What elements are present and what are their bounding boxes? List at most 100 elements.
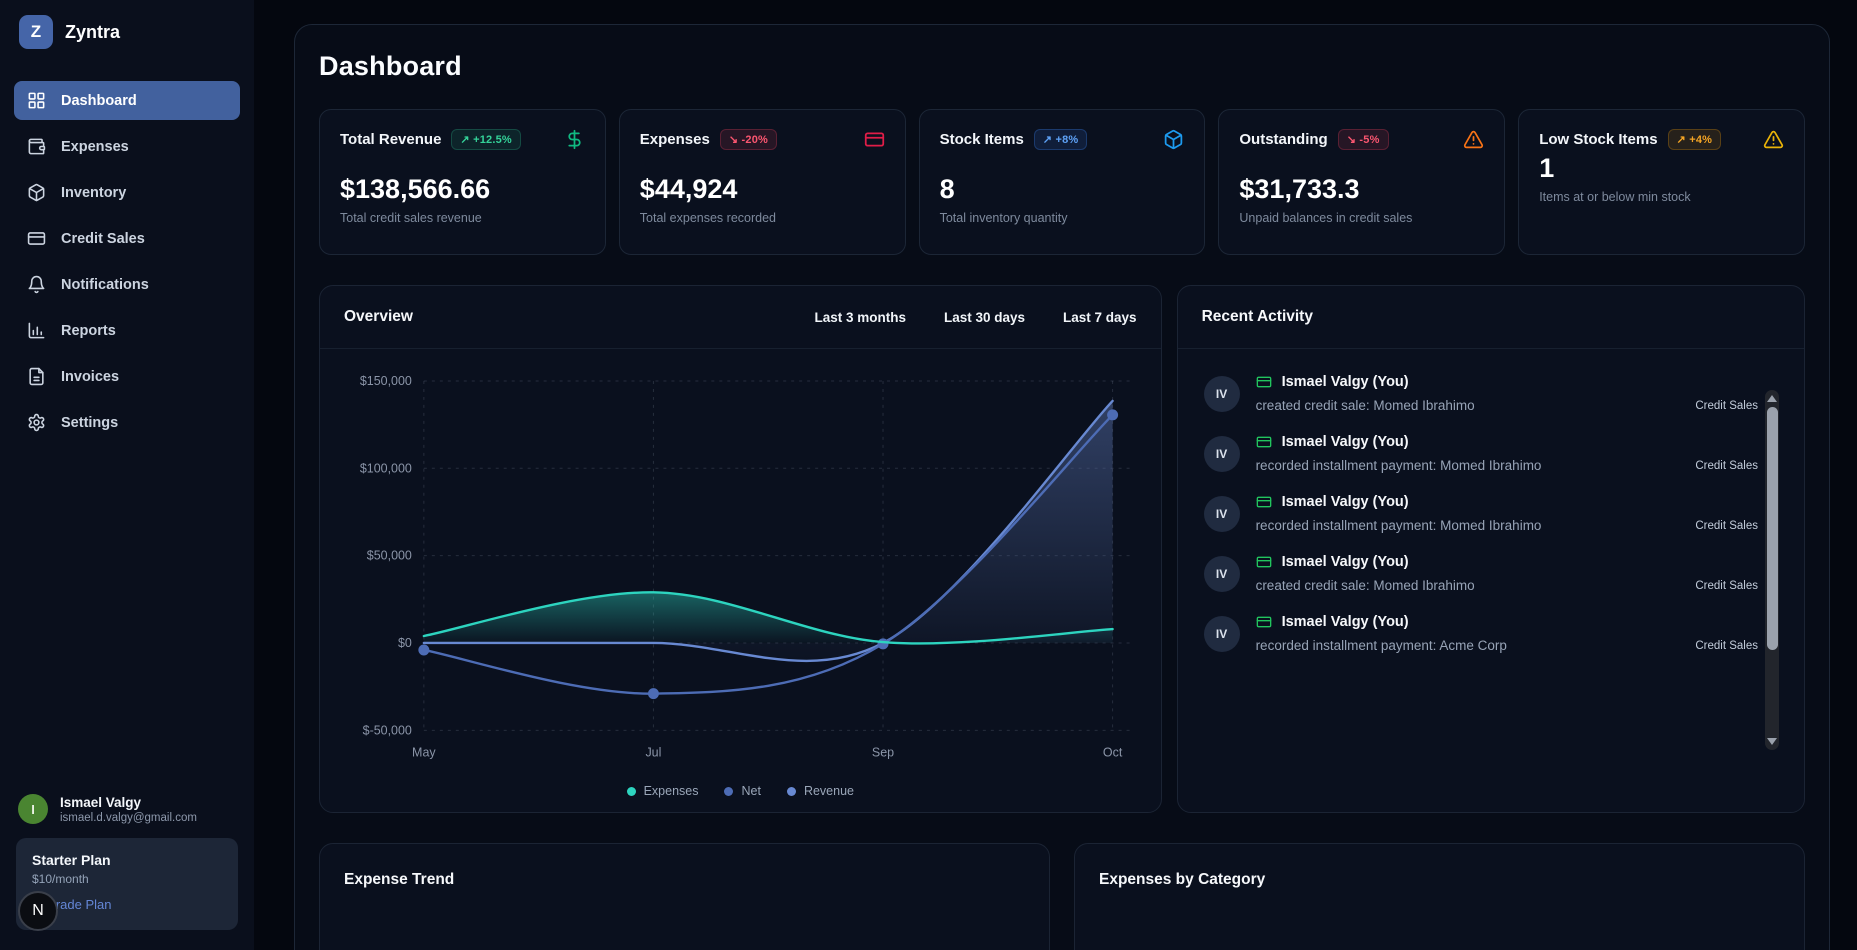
sidebar-item-expenses[interactable]: Expenses [14,127,240,166]
activity-scrollbar[interactable] [1765,390,1779,750]
overview-header: Overview Last 3 months Last 30 days Last 7… [320,286,1161,349]
stat-value: 8 [940,174,1185,205]
svg-text:$0: $0 [398,636,412,650]
range-buttons: Last 3 months Last 30 days Last 7 days [814,310,1136,325]
legend-dot-icon [724,787,733,796]
recent-activity-card: Recent Activity IVIsmael Valgy (You)crea… [1177,285,1805,813]
activity-tag: Credit Sales [1695,520,1758,532]
activity-desc-row: created credit sale: Momed IbrahimoCredi… [1256,578,1758,593]
brand-name: Zyntra [65,22,120,43]
sidebar-item-label: Notifications [61,277,149,293]
svg-text:$-50,000: $-50,000 [363,723,412,737]
stat-value: $31,733.3 [1239,174,1484,205]
plan-name: Starter Plan [32,852,222,868]
stat-subtitle: Total credit sales revenue [340,211,585,225]
activity-avatar: IV [1204,616,1240,652]
sidebar-item-label: Invoices [61,369,119,385]
stat-title: Expenses [640,131,710,148]
activity-item[interactable]: IV Ismael Valgy (You) recorded installment… [1204,425,1758,485]
sidebar-item-dashboard[interactable]: Dashboard [14,81,240,120]
scroll-up-arrow-icon[interactable] [1767,395,1777,402]
svg-text:Sep: Sep [872,745,894,759]
sidebar-item-invoices[interactable]: Invoices [14,357,240,396]
user-name: Ismael Valgy [60,795,197,810]
sidebar-item-reports[interactable]: Reports [14,311,240,350]
overview-chart: $150,000$100,000$50,000$0$-50,000MayJulS… [320,349,1161,774]
credit-card-icon [1256,494,1272,510]
credit-card-icon [1256,374,1272,390]
sidebar-item-credit-sales[interactable]: Credit Sales [14,219,240,258]
wallet-icon [27,137,46,156]
svg-text:$150,000: $150,000 [360,374,412,388]
sidebar-nav: Dashboard Expenses Inventory Credit Sales No… [0,59,254,442]
bar-chart-icon [27,321,46,340]
activity-tag: Credit Sales [1695,640,1758,652]
range-button-last-30-days[interactable]: Last 30 days [944,310,1025,325]
stat-value: 1 [1539,153,1784,184]
credit-card-icon [1256,434,1272,450]
logo: Z [19,15,53,49]
sidebar-item-label: Dashboard [61,93,137,109]
plan-price: $10/month [32,872,222,886]
activity-avatar: IV [1204,376,1240,412]
activity-name-row: Ismael Valgy (You) [1256,494,1758,510]
overview-card: Overview Last 3 months Last 30 days Last 7… [319,285,1162,813]
credit-card-icon [1256,554,1272,570]
stat-card-expenses: Expenses↘ -20%$44,924Total expenses reco… [619,109,906,255]
user-row[interactable]: I Ismael Valgy ismael.d.valgy@gmail.com [16,794,238,824]
svg-text:May: May [412,745,436,759]
legend-item-expenses: Expenses [627,784,699,798]
svg-text:$100,000: $100,000 [360,461,412,475]
package-icon [1163,129,1184,150]
sidebar-item-inventory[interactable]: Inventory [14,173,240,212]
trend-badge: ↗ +4% [1668,129,1722,150]
chart-svg: $150,000$100,000$50,000$0$-50,000MayJulS… [338,363,1143,774]
credit-card-icon [864,129,885,150]
activity-item[interactable]: IVIsmael Valgy (You)recorded installment… [1204,485,1758,545]
activity-desc-row: recorded installment payment: Acme CorpC… [1256,638,1758,653]
sidebar-item-label: Reports [61,323,116,339]
activity-desc-row: recorded installment payment: Momed Ibra… [1256,458,1758,473]
recent-activity-header: Recent Activity [1178,286,1804,349]
avatar: I [18,794,48,824]
activity-tag: Credit Sales [1695,400,1758,412]
activity-item[interactable]: IVIsmael Valgy (You)created credit sale:… [1204,545,1758,605]
activity-actor: Ismael Valgy (You) [1282,434,1409,450]
activity-actor: Ismael Valgy (You) [1282,494,1409,510]
legend-label: Revenue [804,784,854,798]
scrollbar-thumb[interactable] [1767,407,1778,650]
activity-body: Ismael Valgy (You) recorded installment p… [1256,494,1758,533]
bell-icon [27,275,46,294]
trend-badge: ↗ +8% [1034,129,1088,150]
stat-subtitle: Total expenses recorded [640,211,885,225]
stat-card-outstanding: Outstanding↘ -5%$31,733.3Unpaid balances… [1218,109,1505,255]
stats-row: Total Revenue↗ +12.5%$138,566.66Total cr… [319,109,1805,255]
activity-actor: Ismael Valgy (You) [1282,614,1409,630]
activity-body: Ismael Valgy (You) recorded installment p… [1256,614,1758,653]
activity-desc-row: recorded installment payment: Momed Ibra… [1256,518,1758,533]
legend-label: Expenses [644,784,699,798]
sidebar-item-settings[interactable]: Settings [14,403,240,442]
trend-badge: ↗ +12.5% [451,129,521,150]
stat-title: Stock Items [940,131,1024,148]
activity-name-row: Ismael Valgy (You) [1256,614,1758,630]
overview-title: Overview [344,308,413,326]
sidebar-item-notifications[interactable]: Notifications [14,265,240,304]
stat-card-header: Low Stock Items↗ +4% [1539,129,1784,150]
activity-item[interactable]: IVIsmael Valgy (You)created credit sale:… [1204,365,1758,425]
stat-card-header: Expenses↘ -20% [640,129,885,150]
expenses-by-category-card: Expenses by Category [1074,843,1805,950]
range-button-last-7-days[interactable]: Last 7 days [1063,310,1137,325]
scroll-down-arrow-icon[interactable] [1767,738,1777,745]
svg-text:Oct: Oct [1103,745,1123,759]
activity-item[interactable]: IV Ismael Valgy (You) recorded installment… [1204,605,1758,665]
stat-card-stock-items: Stock Items↗ +8%8Total inventory quantit… [919,109,1206,255]
legend-dot-icon [627,787,636,796]
stat-card-header: Stock Items ↗ +8% [940,129,1185,150]
stat-title: Total Revenue [340,131,441,148]
range-button-last-3-months[interactable]: Last 3 months [814,310,906,325]
sidebar-item-label: Inventory [61,185,126,201]
stat-card-total-revenue: Total Revenue↗ +12.5%$138,566.66Total cr… [319,109,606,255]
warning-icon [1463,129,1484,150]
activity-avatar: IV [1204,436,1240,472]
